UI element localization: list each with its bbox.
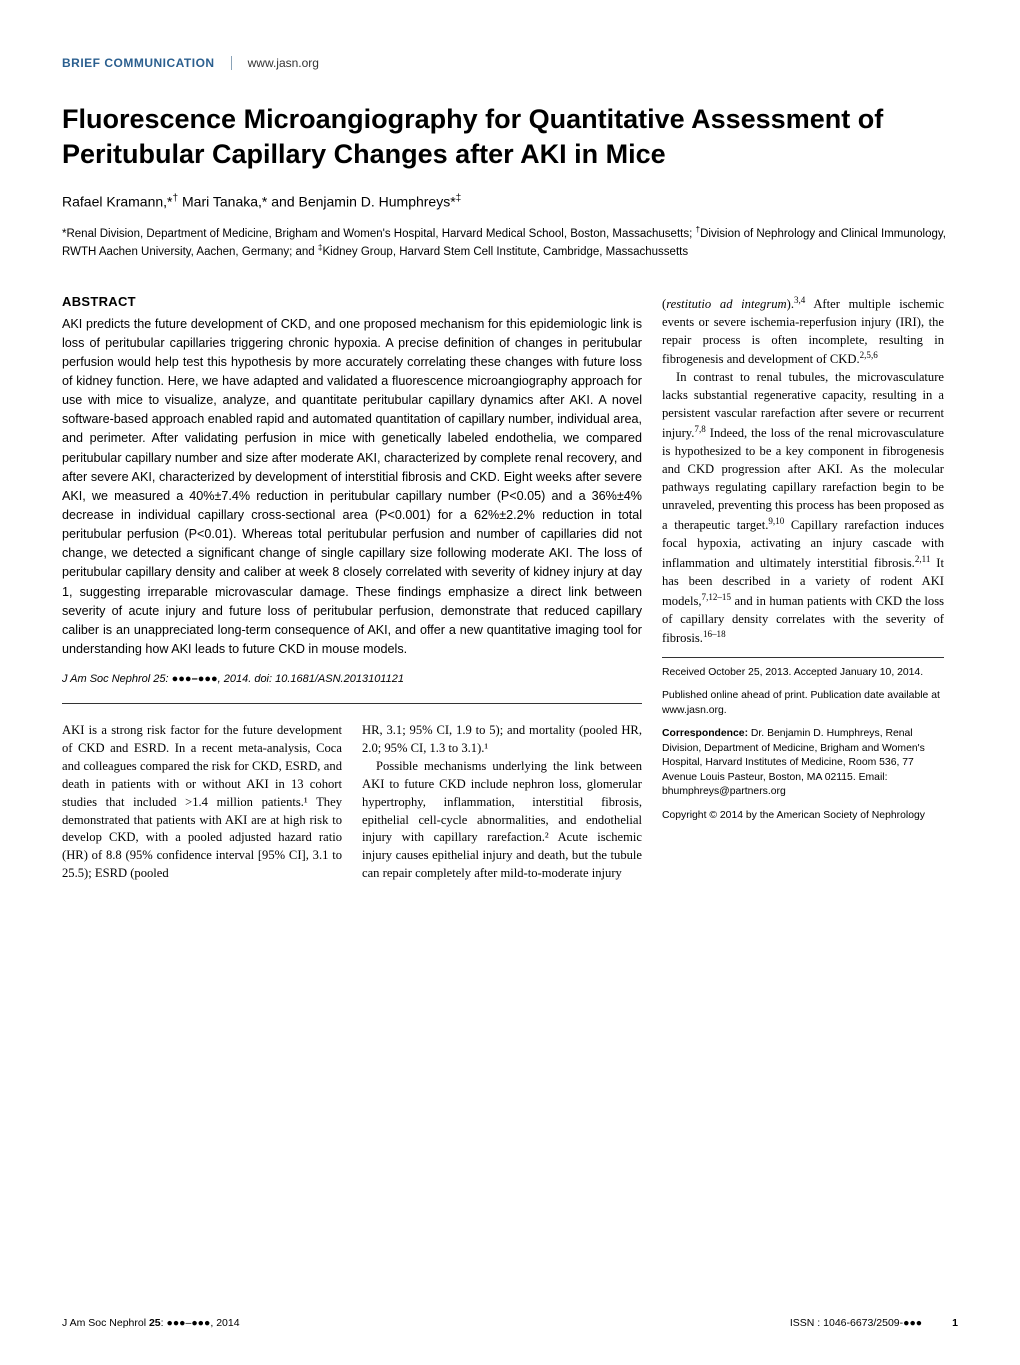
header-divider: [231, 56, 232, 70]
article-header: BRIEF COMMUNICATION www.jasn.org: [62, 56, 958, 70]
footer-issn: ISSN : 1046-6673/2509-●●●: [790, 1317, 922, 1329]
main-columns: ABSTRACT AKI predicts the future develop…: [62, 294, 958, 883]
body-paragraph: HR, 3.1; 95% CI, 1.9 to 5); and mortalit…: [362, 722, 642, 758]
affiliations: *Renal Division, Department of Medicine,…: [62, 224, 958, 260]
page-number: 1: [952, 1317, 958, 1329]
abstract-body: AKI predicts the future development of C…: [62, 315, 642, 660]
body-col-2: HR, 3.1; 95% CI, 1.9 to 5); and mortalit…: [362, 722, 642, 883]
body-paragraph: AKI is a strong risk factor for the futu…: [62, 722, 342, 883]
info-rule: [662, 657, 944, 658]
abstract-heading: ABSTRACT: [62, 294, 642, 309]
right-column: (restitutio ad integrum).3,4 After multi…: [662, 294, 944, 883]
section-label: BRIEF COMMUNICATION: [62, 56, 215, 70]
journal-url: www.jasn.org: [248, 56, 319, 70]
footer-citation: J Am Soc Nephrol 25: ●●●–●●●, 2014: [62, 1317, 240, 1329]
footer-right: ISSN : 1046-6673/2509-●●● 1: [790, 1317, 958, 1329]
left-column: ABSTRACT AKI predicts the future develop…: [62, 294, 642, 883]
article-citation: J Am Soc Nephrol 25: ●●●–●●●, 2014. doi:…: [62, 673, 642, 685]
copyright: Copyright © 2014 by the American Society…: [662, 809, 944, 824]
abstract-rule: [62, 703, 642, 704]
correspondence: Correspondence: Dr. Benjamin D. Humphrey…: [662, 727, 944, 800]
body-paragraph: Possible mechanisms underlying the link …: [362, 758, 642, 883]
article-info: Received October 25, 2013. Accepted Janu…: [662, 657, 944, 824]
author-list: Rafael Kramann,*† Mari Tanaka,* and Benj…: [62, 193, 958, 210]
body-col-1: AKI is a strong risk factor for the futu…: [62, 722, 342, 883]
body-paragraph: (restitutio ad integrum).3,4 After multi…: [662, 294, 944, 370]
received-date: Received October 25, 2013. Accepted Janu…: [662, 666, 944, 681]
published-note: Published online ahead of print. Publica…: [662, 689, 944, 718]
page-footer: J Am Soc Nephrol 25: ●●●–●●●, 2014 ISSN …: [62, 1317, 958, 1329]
body-right: (restitutio ad integrum).3,4 After multi…: [662, 294, 944, 649]
body-paragraph: In contrast to renal tubules, the microv…: [662, 369, 944, 648]
article-title: Fluorescence Microangiography for Quanti…: [62, 102, 958, 171]
body-two-column: AKI is a strong risk factor for the futu…: [62, 722, 642, 883]
